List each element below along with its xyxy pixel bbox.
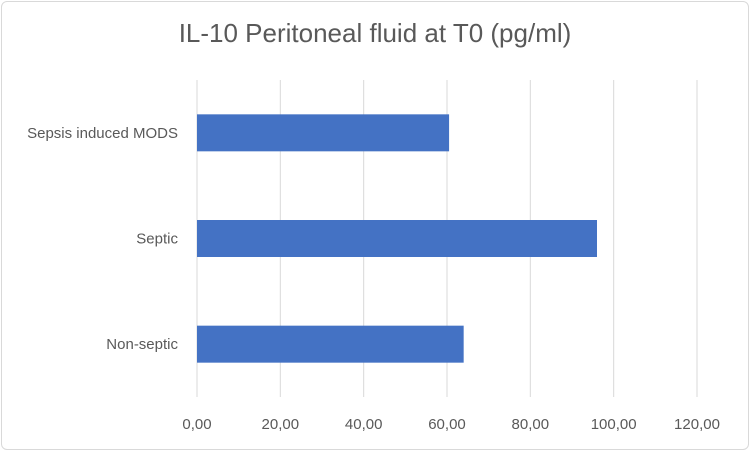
x-tick-label-1: 20,00 <box>262 416 300 433</box>
bar-1 <box>197 220 597 257</box>
x-tick-label-2: 40,00 <box>345 416 383 433</box>
x-tick-label-0: 0,00 <box>182 416 211 433</box>
category-label-0: Sepsis induced MODS <box>27 125 178 142</box>
category-label-1: Septic <box>136 231 178 248</box>
x-tick-label-4: 80,00 <box>512 416 550 433</box>
category-label-2: Non-septic <box>106 336 178 353</box>
x-tick-label-5: 100,00 <box>591 416 637 433</box>
chart-title: IL-10 Peritoneal fluid at T0 (pg/ml) <box>178 18 572 48</box>
bar-2 <box>197 325 464 363</box>
bar-0 <box>197 114 450 152</box>
x-tick-label-3: 60,00 <box>428 416 466 433</box>
x-tick-label-6: 120,00 <box>674 416 720 433</box>
